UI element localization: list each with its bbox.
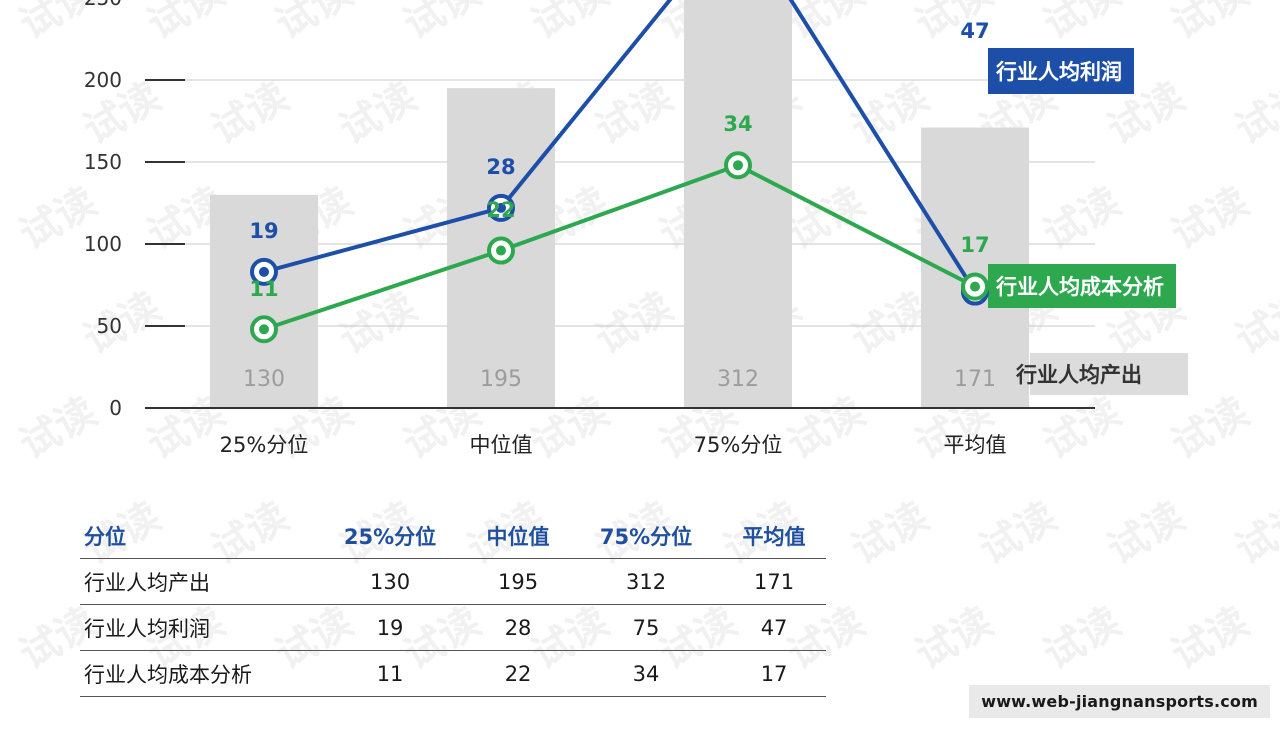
legend-tag-label: 行业人均利润 <box>995 60 1122 84</box>
table-cell: 19 <box>314 604 467 651</box>
table-cell: 312 <box>569 558 723 605</box>
table-header-cell: 中位值 <box>466 514 570 559</box>
table-cell: 171 <box>722 558 826 605</box>
series-point-label: 47 <box>960 19 989 43</box>
table-cell: 行业人均利润 <box>80 604 314 651</box>
series-point-core <box>970 281 980 292</box>
x-category-label: 平均值 <box>944 433 1007 457</box>
table-cell: 11 <box>314 650 467 697</box>
legend-tag-output: 行业人均产出 <box>1015 353 1188 395</box>
legend-tag-bg <box>988 264 1176 308</box>
watermark-text: 试读 <box>1164 599 1256 679</box>
y-tick-label: 200 <box>84 68 122 92</box>
series-point-label: 28 <box>486 155 515 179</box>
bar-value-labels: 130 195 312 171 <box>243 367 996 392</box>
legend-tag-bg <box>988 48 1134 94</box>
y-tick-label: 250 <box>84 0 122 10</box>
series-point-label: 34 <box>723 112 752 136</box>
table-cell: 22 <box>466 650 570 697</box>
x-category-label: 75%分位 <box>694 433 783 457</box>
bar-value-label: 312 <box>717 367 759 392</box>
combo-chart: 0 50 100 150 200 250 130 195 312 171 25%分位 中位值 75%… <box>84 0 1188 457</box>
table-cell: 行业人均成本分析 <box>80 650 314 697</box>
table-header-cell: 75%分位 <box>569 514 723 559</box>
table-cell: 47 <box>722 604 826 651</box>
table-row: 行业人均成本分析 11 22 34 17 <box>80 650 826 697</box>
table-cell: 130 <box>314 558 467 605</box>
y-axis-ticks: 0 50 100 150 200 250 <box>84 0 122 420</box>
table-cell: 75 <box>569 604 723 651</box>
table-header-row: 分位 25%分位 中位值 75%分位 平均值 <box>80 514 826 559</box>
bar <box>684 0 792 408</box>
legend-tag-profit: 行业人均利润 <box>988 48 1134 94</box>
series-point-label: 22 <box>486 198 515 222</box>
table-row: 行业人均产出 130 195 312 171 <box>80 558 826 605</box>
table-cell: 34 <box>569 650 723 697</box>
watermark-text: 试读 <box>972 494 1064 574</box>
table-row: 行业人均利润 19 28 75 47 <box>80 604 826 651</box>
watermark-text: 试读 <box>844 494 936 574</box>
table-header-cell: 25%分位 <box>314 514 467 559</box>
bar-value-label: 171 <box>954 367 996 392</box>
table-header-cell: 平均值 <box>722 514 826 559</box>
table-cell: 28 <box>466 604 570 651</box>
series-point-core <box>496 202 506 213</box>
x-category-label: 中位值 <box>470 433 533 457</box>
line-series: 19 28 47 11 22 34 17 <box>249 0 990 344</box>
legend-tag-label: 行业人均产出 <box>1015 363 1142 387</box>
y-tick-label: 50 <box>97 314 122 338</box>
series-point-core <box>259 266 269 277</box>
watermark-text: 试读 <box>908 599 1000 679</box>
y-tick-label: 100 <box>84 232 122 256</box>
legend-tag-bg <box>1030 353 1188 395</box>
legend-tag-label: 行业人均成本分析 <box>995 275 1164 299</box>
watermark-text: 试读 <box>1036 599 1128 679</box>
bar-value-label: 195 <box>480 367 522 392</box>
footer-url: www.web-jiangnansports.com <box>969 685 1270 718</box>
series-point-label: 11 <box>249 277 278 301</box>
watermark-text: 试读 <box>1100 494 1192 574</box>
series-line <box>263 0 977 293</box>
y-tick-label: 0 <box>109 396 122 420</box>
bar <box>210 194 318 408</box>
bar-value-label: 130 <box>243 367 285 392</box>
watermark-text: 试读 <box>1228 494 1280 574</box>
table-cell: 行业人均产出 <box>80 558 314 605</box>
table-cell: 17 <box>722 650 826 697</box>
series-point-label: 19 <box>249 219 278 243</box>
x-category-label: 25%分位 <box>220 433 309 457</box>
series-point-core <box>733 160 743 171</box>
data-table: 分位 25%分位 中位值 75%分位 平均值 行业人均产出 130 195 31… <box>80 514 826 697</box>
series-point-label: 17 <box>960 233 989 257</box>
series-line <box>263 163 976 332</box>
series-point-core <box>259 324 269 335</box>
legend-tag-cost: 行业人均成本分析 <box>988 264 1176 308</box>
table-cell: 195 <box>466 558 570 605</box>
x-axis-categories: 25%分位 中位值 75%分位 平均值 <box>220 433 1007 457</box>
table-header-cell: 分位 <box>80 514 314 559</box>
series-point-core <box>496 245 506 256</box>
y-tick-label: 150 <box>84 150 122 174</box>
